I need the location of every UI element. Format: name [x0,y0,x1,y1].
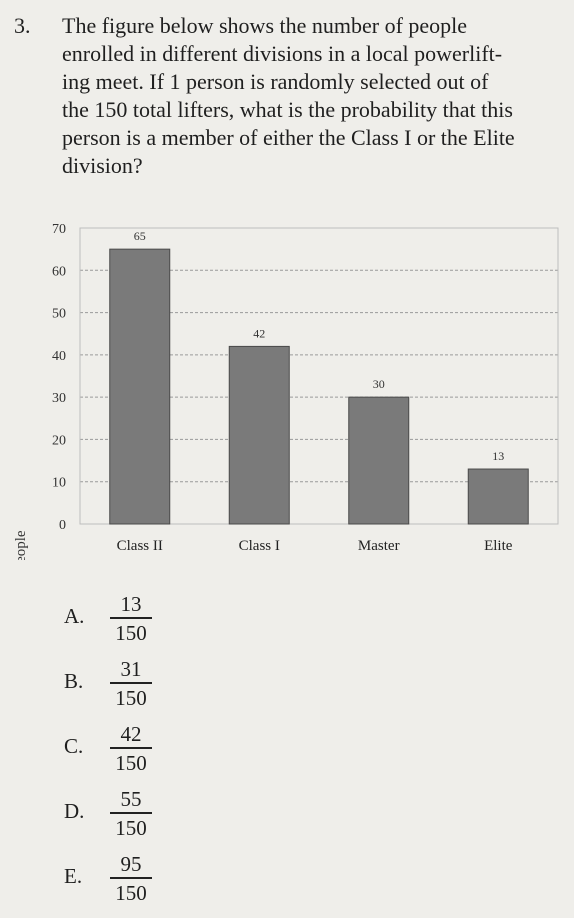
y-tick-label: 30 [52,391,66,406]
chart-y-ticks: 0 10 20 30 40 50 60 70 [52,222,66,533]
choice-letter: A. [64,604,85,628]
stem-line: the 150 total lifters, what is the proba… [62,97,513,122]
denominator: 150 [115,685,147,710]
stem-line: ing meet. If 1 person is randomly select… [62,69,489,94]
numerator: 42 [120,722,142,746]
y-tick-label: 50 [52,307,66,322]
numerator: 55 [120,787,142,811]
fraction-bar [110,877,152,879]
data-label: 65 [134,229,146,243]
choice-letter: D. [64,799,85,823]
x-tick-label: Elite [484,538,513,554]
chart-bars: 65 42 30 13 [109,229,529,525]
bar-class-ii [109,248,171,525]
question-stem: The figure below shows the number of peo… [62,12,562,180]
choice-letter: B. [64,669,84,693]
fraction: 31 150 [108,657,154,710]
question-number: 3. [14,13,31,38]
y-tick-label: 20 [52,433,66,448]
denominator: 150 [115,620,147,645]
numerator: 31 [120,657,142,681]
denominator: 150 [115,750,147,775]
fraction: 42 150 [108,722,154,775]
data-label: 30 [373,377,385,391]
fraction: 95 150 [108,852,154,905]
fraction-bar [110,747,152,749]
stem-line: The figure below shows the number of peo… [62,13,468,38]
stem-line: enrolled in different divisions in a loc… [62,41,503,66]
y-tick-label: 0 [59,518,66,533]
stem-line: person is a member of either the Class I… [62,125,515,150]
bar-master [348,396,410,525]
x-tick-label: Class II [117,538,163,554]
data-label: 13 [492,449,504,463]
denominator: 150 [115,880,147,905]
x-tick-label: Master [358,538,400,554]
data-label: 42 [253,326,265,340]
numerator: 13 [120,592,142,616]
plot-frame [79,227,559,525]
y-axis-label: Number of people [13,530,29,560]
fraction: 55 150 [108,787,154,840]
x-tick-label: Class I [239,538,280,554]
y-tick-label: 60 [52,264,66,279]
choice-letter: C. [64,734,84,758]
numerator: 95 [120,852,142,876]
bar-class-i [228,345,290,525]
bar-elite [467,468,529,525]
y-tick-label: 40 [52,349,66,364]
y-tick-label: 10 [52,476,66,491]
y-tick-label: 70 [52,222,66,237]
fraction-bar [110,617,152,619]
choice-letter: E. [64,864,83,888]
fraction-bar [110,682,152,684]
denominator: 150 [115,815,147,840]
fraction: 13 150 [108,592,154,645]
fraction-bar [110,812,152,814]
chart-x-labels: Class II Class I Master Elite [117,538,513,554]
stem-line: division? [62,153,143,178]
